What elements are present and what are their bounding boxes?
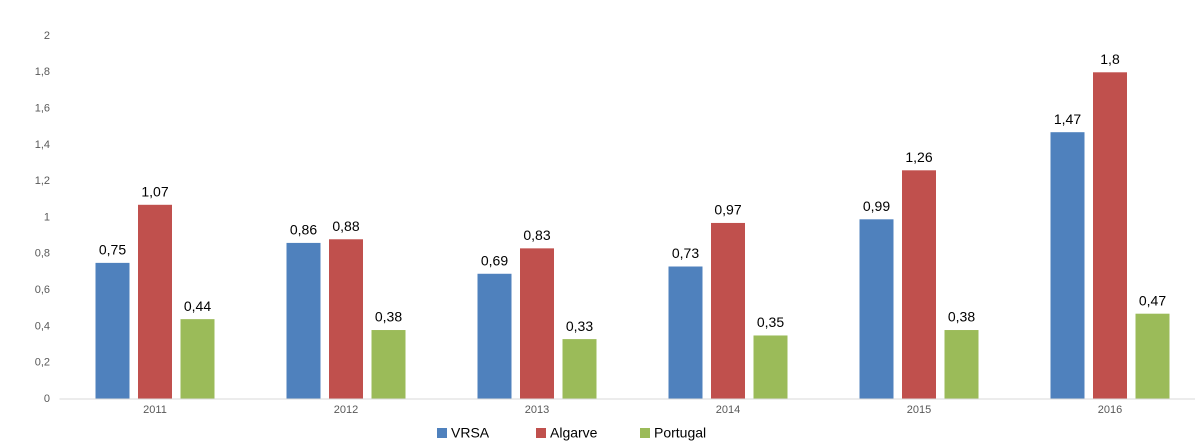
bar — [329, 239, 363, 399]
data-label: 0,44 — [184, 298, 211, 314]
data-label: 1,47 — [1054, 111, 1081, 127]
data-label: 0,73 — [672, 245, 699, 261]
bar — [944, 330, 979, 399]
y-tick-label: 1 — [44, 211, 50, 223]
bar — [1093, 72, 1127, 400]
bar — [902, 170, 936, 399]
legend-label: VRSA — [451, 425, 490, 441]
data-label: 0,75 — [99, 242, 126, 258]
bar — [138, 204, 172, 399]
data-label: 0,47 — [1139, 292, 1166, 308]
x-tick-label: 2012 — [334, 404, 358, 416]
data-label: 0,88 — [332, 218, 359, 234]
data-label: 0,38 — [375, 309, 402, 325]
x-tick-label: 2013 — [525, 404, 549, 416]
y-tick-label: 2 — [44, 30, 50, 42]
legend-label: Algarve — [550, 425, 598, 441]
data-label: 1,8 — [1100, 51, 1120, 67]
bar — [180, 319, 215, 399]
y-tick-label: 0,2 — [35, 357, 50, 369]
bar — [859, 219, 894, 399]
bar — [371, 330, 406, 399]
data-label: 0,35 — [757, 314, 784, 330]
y-tick-label: 1,4 — [35, 139, 50, 151]
legend-swatch — [640, 428, 650, 438]
y-tick-label: 1,2 — [35, 175, 50, 187]
data-label: 0,69 — [481, 252, 508, 268]
y-tick-label: 1,8 — [35, 66, 50, 78]
y-tick-label: 0,4 — [35, 320, 50, 332]
bar — [286, 242, 321, 399]
bar — [562, 339, 597, 399]
data-label: 1,26 — [905, 149, 932, 165]
data-label: 0,99 — [863, 198, 890, 214]
x-tick-label: 2016 — [1098, 404, 1122, 416]
bar — [477, 273, 512, 399]
bar — [520, 248, 554, 399]
bar — [711, 222, 745, 399]
y-tick-label: 0,8 — [35, 248, 50, 260]
x-tick-label: 2015 — [907, 404, 931, 416]
y-tick-label: 0,6 — [35, 284, 50, 296]
legend-swatch — [536, 428, 546, 438]
x-tick-label: 2011 — [143, 404, 167, 416]
x-tick-label: 2014 — [716, 404, 740, 416]
data-label: 0,86 — [290, 222, 317, 238]
bar — [668, 266, 703, 399]
y-tick-label: 1,6 — [35, 103, 50, 115]
data-label: 1,07 — [141, 183, 168, 199]
legend-label: Portugal — [654, 425, 706, 441]
bar — [1050, 132, 1085, 399]
legend-swatch — [437, 428, 447, 438]
y-tick-label: 0 — [44, 393, 50, 405]
bar — [753, 335, 788, 399]
data-label: 0,38 — [948, 309, 975, 325]
data-label: 0,33 — [566, 318, 593, 334]
bar — [95, 262, 130, 399]
bar — [1135, 313, 1170, 399]
data-label: 0,97 — [714, 202, 741, 218]
data-label: 0,83 — [523, 227, 550, 243]
